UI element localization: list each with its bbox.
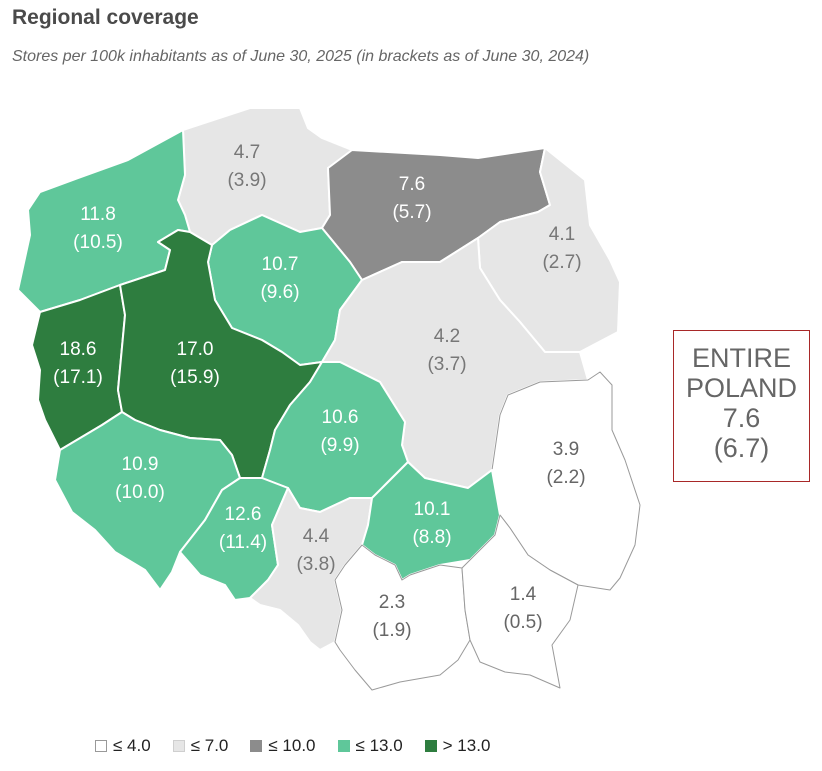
region-previous-label: (9.6): [260, 282, 299, 303]
region-previous-label: (3.7): [427, 354, 466, 375]
region-value-label: 4.4: [303, 526, 330, 547]
region-previous-label: (3.8): [296, 554, 335, 575]
legend-swatch: [95, 740, 107, 752]
page-title: Regional coverage: [12, 6, 199, 29]
region-previous-label: (2.7): [542, 252, 581, 273]
region-previous-label: (5.7): [392, 202, 431, 223]
legend-item: ≤ 7.0: [172, 736, 229, 756]
region-previous-label: (2.2): [546, 467, 585, 488]
legend-swatch: [424, 740, 437, 752]
legend-swatch: [172, 740, 185, 752]
entire-poland-summary: ENTIRE POLAND 7.6 (6.7): [673, 330, 810, 482]
legend-label: ≤ 4.0: [113, 736, 151, 755]
legend-item: ≤ 13.0: [337, 736, 403, 756]
region-podkarpackie: [461, 514, 579, 689]
region-value-label: 10.6: [322, 407, 359, 428]
region-value-label: 4.1: [549, 224, 575, 245]
summary-line-entire: ENTIRE: [691, 343, 791, 373]
region-previous-label: (1.9): [372, 620, 411, 641]
region-previous-label: (3.9): [227, 170, 266, 191]
legend-swatch: [337, 740, 350, 752]
region-value-label: 4.2: [434, 326, 460, 347]
region-previous-label: (10.5): [73, 232, 123, 253]
legend: ≤ 4.0 ≤ 7.0 ≤ 10.0 ≤ 13.0 > 13.0: [95, 736, 490, 756]
summary-line-poland: POLAND: [685, 373, 798, 403]
region-previous-label: (8.8): [412, 527, 451, 548]
region-value-label: 10.1: [414, 499, 451, 520]
legend-label: > 13.0: [442, 736, 491, 755]
legend-item: ≤ 4.0: [95, 736, 151, 756]
region-previous-label: (9.9): [320, 435, 359, 456]
region-malopolskie: [334, 544, 471, 691]
legend-label: ≤ 13.0: [355, 736, 403, 755]
poland-map: 4.7 (3.9) 7.6 (5.7) 11.8 (10.5) 10.7 (9.6) 4.1 (2…: [17, 107, 641, 691]
region-value-label: 7.6: [399, 174, 425, 195]
legend-item: > 13.0: [424, 736, 491, 756]
summary-previous-value: (6.7): [713, 433, 770, 463]
region-value-label: 18.6: [60, 339, 97, 360]
legend-label: ≤ 7.0: [190, 736, 229, 755]
legend-item: ≤ 10.0: [250, 736, 316, 756]
region-previous-label: (11.4): [219, 532, 267, 553]
region-value-label: 1.4: [510, 584, 537, 605]
region-value-label: 3.9: [553, 439, 579, 460]
region-value-label: 10.9: [122, 454, 159, 475]
region-previous-label: (10.0): [115, 482, 165, 503]
region-value-label: 17.0: [177, 339, 214, 360]
legend-swatch: [250, 740, 263, 752]
page-subtitle: Stores per 100k inhabitants as of June 3…: [12, 48, 590, 65]
region-value-label: 4.7: [234, 142, 260, 163]
legend-label: ≤ 10.0: [268, 736, 316, 755]
region-previous-label: (17.1): [53, 367, 103, 388]
region-previous-label: (0.5): [503, 612, 542, 633]
summary-value: 7.6: [722, 403, 761, 433]
region-value-label: 12.6: [225, 504, 262, 525]
region-value-label: 10.7: [262, 254, 299, 275]
region-previous-label: (15.9): [170, 367, 220, 388]
region-value-label: 11.8: [80, 204, 116, 225]
region-value-label: 2.3: [379, 592, 405, 613]
